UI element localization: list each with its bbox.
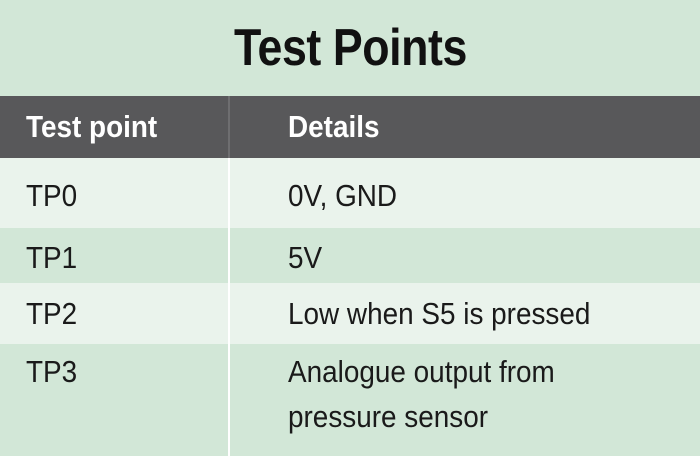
- table-title: Test Points: [233, 19, 467, 77]
- table-row: TP2 Low when S5 is pressed: [0, 283, 700, 344]
- column-header-test-point: Test point: [26, 109, 158, 144]
- header-column-divider: [228, 96, 230, 158]
- test-point-cell: TP0: [26, 178, 78, 213]
- table-header-row: Test point Details: [0, 96, 700, 158]
- title-bar: Test Points: [0, 0, 700, 96]
- test-point-cell: TP1: [26, 240, 78, 275]
- table-row: TP1 5V: [0, 228, 700, 283]
- test-point-cell: TP2: [26, 296, 78, 331]
- table-row: TP0 0V, GND: [0, 158, 700, 228]
- column-divider: [228, 96, 230, 456]
- details-cell: 0V, GND: [288, 178, 398, 213]
- details-cell-line-2: pressure sensor: [288, 399, 489, 434]
- column-header-details: Details: [288, 109, 380, 144]
- test-point-cell: TP3: [26, 354, 78, 389]
- details-cell-line-1: Analogue output from: [288, 354, 555, 389]
- details-cell: 5V: [288, 240, 323, 275]
- table-row: TP3 Analogue output from pressure sensor: [0, 344, 700, 456]
- details-cell: Low when S5 is pressed: [288, 296, 591, 331]
